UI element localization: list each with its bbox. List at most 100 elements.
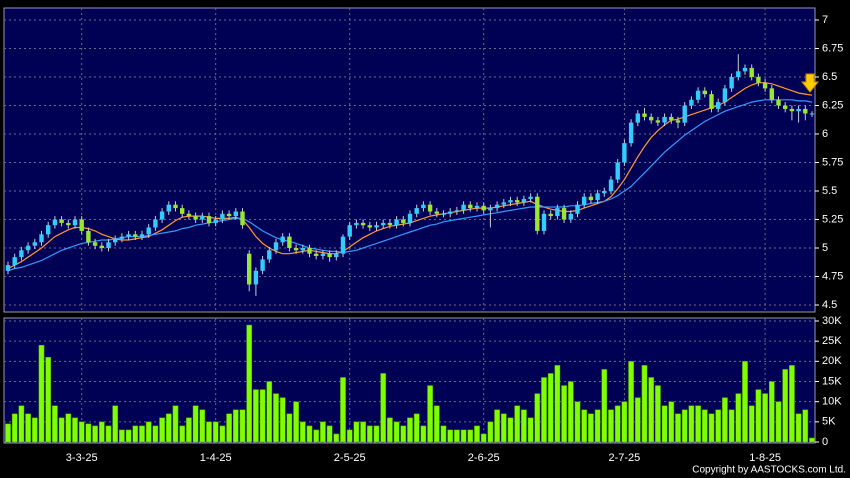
volume-bar [286, 413, 293, 443]
volume-bar [112, 405, 119, 443]
candle-body [434, 211, 439, 214]
candle-body [669, 116, 674, 121]
volume-bar [366, 425, 373, 443]
candle-body [334, 253, 339, 258]
volume-bar [688, 405, 695, 443]
y-tick-label: 4.5 [822, 299, 837, 311]
volume-bar [748, 405, 755, 443]
candle-body [695, 90, 701, 100]
volume-bar [487, 421, 494, 443]
volume-bar [715, 409, 722, 443]
volume-bar [159, 417, 165, 443]
candle-body [79, 219, 84, 231]
candle-body [347, 225, 352, 237]
volume-bar [521, 409, 527, 443]
volume-bar [306, 425, 313, 443]
y-tick-label: 30K [822, 315, 842, 327]
candle-body [247, 253, 252, 285]
candle-body [414, 208, 419, 214]
volume-bar [65, 413, 72, 443]
candle-body [461, 204, 466, 211]
volume-bar [722, 397, 728, 443]
volume-bar [567, 381, 574, 443]
volume-bar [413, 413, 420, 443]
volume-bar [132, 425, 139, 443]
volume-bar [588, 413, 594, 443]
y-tick-label: 6 [822, 128, 828, 140]
candle-body [582, 196, 587, 205]
candle-body [12, 257, 17, 266]
volume-bar [373, 425, 380, 443]
candle-body [649, 116, 654, 121]
candle-body [180, 208, 185, 214]
candle-body [809, 113, 815, 115]
volume-bar [259, 389, 266, 443]
candle-body [595, 193, 600, 201]
candle-body [253, 270, 259, 285]
candle-body [615, 162, 620, 180]
candle-body [575, 204, 580, 214]
volume-bar [420, 425, 427, 443]
candle-body [300, 248, 305, 251]
candle-body [99, 245, 104, 248]
volume-bar [206, 421, 212, 443]
candle-body [374, 225, 379, 228]
candle-body [541, 213, 547, 231]
volume-bar [239, 409, 246, 443]
volume-bar [179, 425, 186, 443]
candle-body [783, 105, 788, 109]
volume-bar [641, 365, 648, 443]
candle-body [635, 113, 640, 123]
candle-body [494, 204, 500, 209]
volume-bar [145, 421, 152, 443]
volume-bar [440, 425, 447, 443]
candle-body [280, 236, 285, 243]
x-tick-label: 2-7-25 [609, 452, 641, 464]
volume-bar [735, 393, 742, 443]
volume-bar [72, 417, 78, 443]
candle-body [293, 248, 299, 251]
candle-body [716, 102, 721, 109]
candle-body [622, 143, 627, 163]
candle-body [59, 219, 64, 223]
candle-body [200, 216, 205, 220]
candle-body [86, 230, 91, 243]
volume-bar [433, 405, 440, 443]
volume-bar [139, 425, 145, 443]
volume-bar [762, 393, 768, 443]
candle-body [521, 198, 527, 203]
volume-bar [407, 417, 413, 443]
y-tick-label: 7 [822, 14, 828, 26]
candle-body [19, 250, 24, 258]
volume-bar [454, 429, 460, 443]
candle-body [307, 248, 312, 254]
volume-bar [353, 421, 360, 443]
candle-body [722, 88, 728, 103]
volume-bar [279, 397, 286, 443]
candle-body [287, 236, 292, 248]
y-tick-label: 10K [822, 396, 842, 408]
volume-bar [467, 429, 474, 443]
volume-bar [775, 401, 782, 443]
volume-bar [212, 421, 219, 443]
candle-body [220, 213, 225, 220]
volume-bar [574, 401, 581, 443]
candle-body [427, 204, 433, 212]
volume-bar [393, 421, 400, 443]
volume-bar [755, 389, 762, 443]
volume-bar [186, 417, 192, 443]
volume-bar [387, 417, 393, 443]
candle-body [441, 213, 446, 215]
y-tick-label: 4.75 [822, 270, 843, 282]
volume-bar [125, 429, 132, 443]
candle-body [367, 225, 372, 228]
candle-body [535, 196, 540, 231]
candle-body [749, 67, 754, 77]
volume-bar [326, 425, 333, 443]
volume-bar [675, 413, 681, 443]
candle-body [5, 265, 11, 271]
candle-body [769, 88, 774, 100]
volume-bar [400, 425, 407, 443]
volume-bar [500, 413, 507, 443]
volume-bar [554, 365, 561, 443]
